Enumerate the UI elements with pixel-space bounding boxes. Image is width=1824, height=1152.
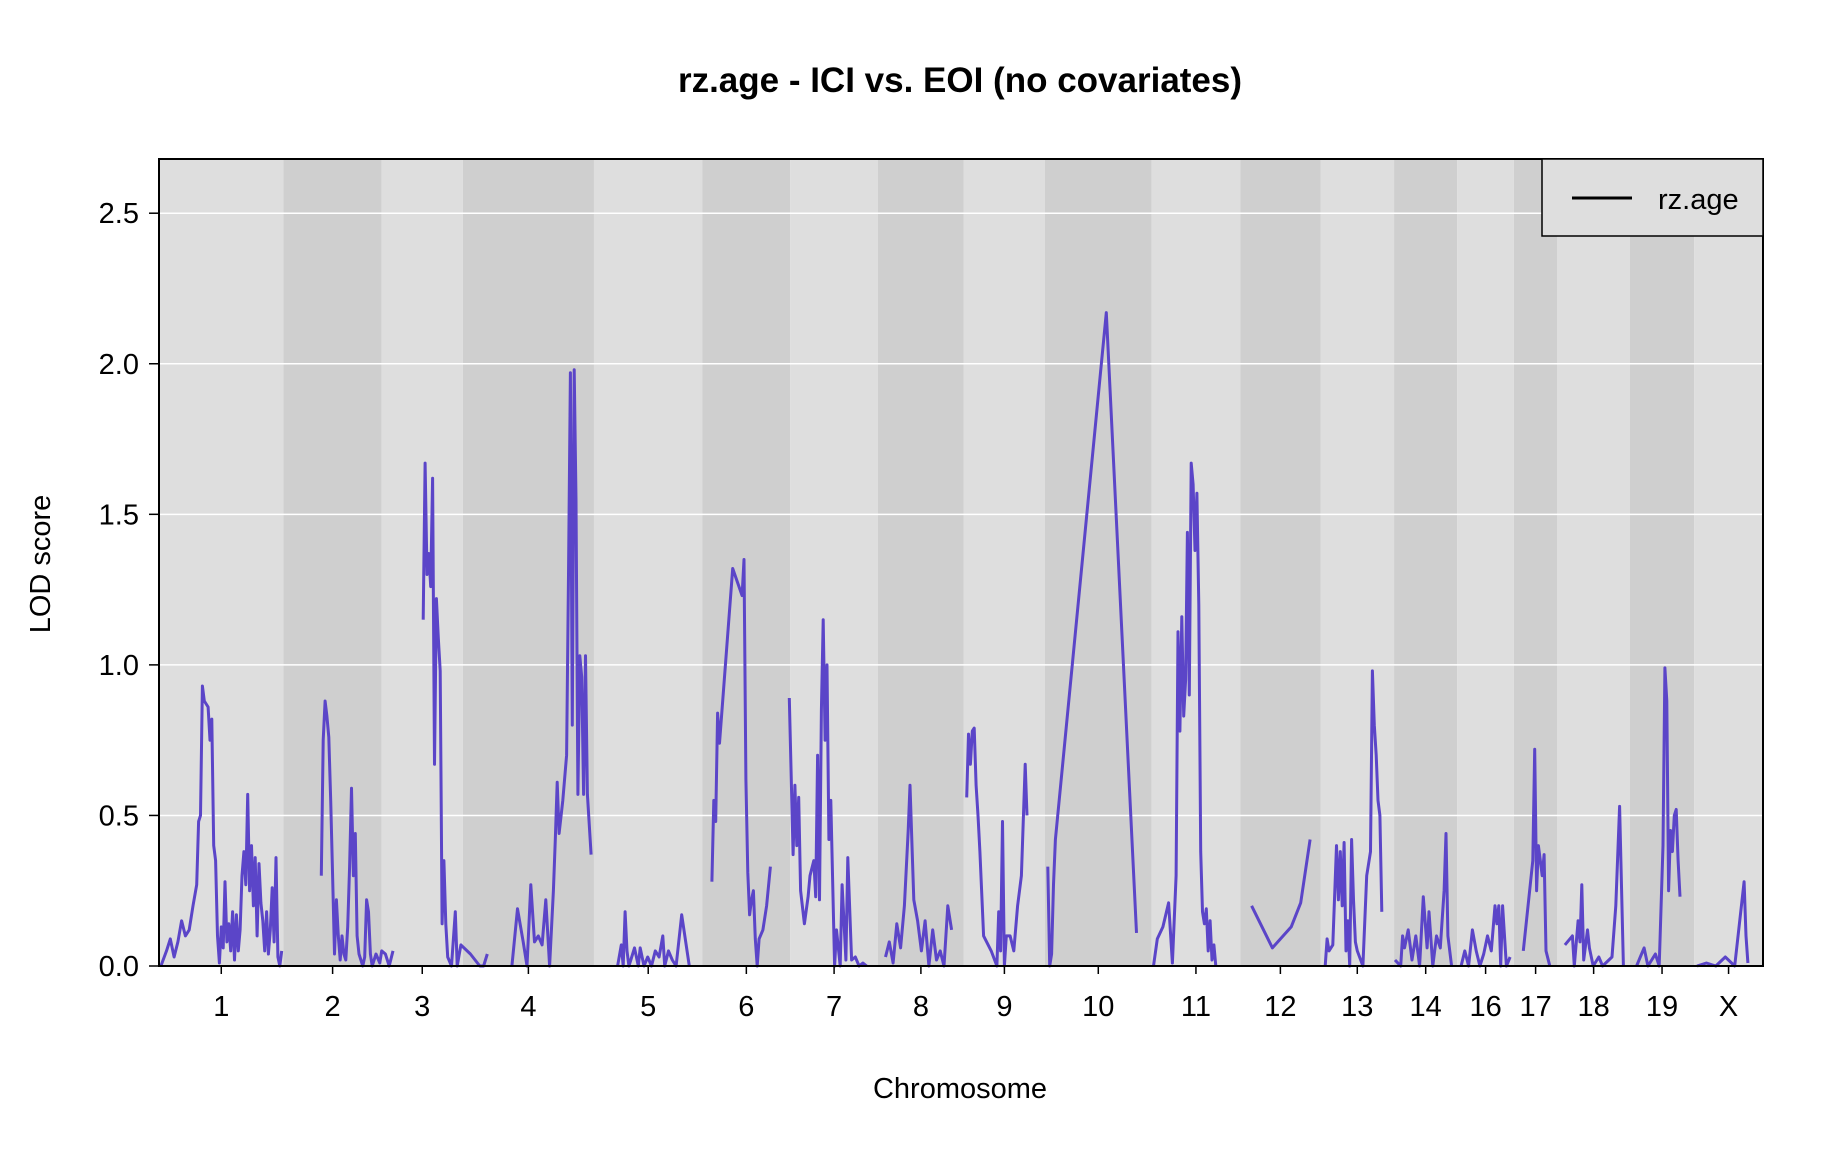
- x-axis-label: Chromosome: [873, 1073, 1047, 1105]
- lod-line-chr-2: [319, 699, 395, 968]
- legend: rz.age: [1541, 158, 1764, 237]
- y-tick-label: 2.0: [99, 349, 139, 381]
- y-axis-label: LOD score: [25, 495, 57, 634]
- lod-line-chr-9: [965, 726, 1029, 968]
- band-chr-8: [877, 159, 964, 966]
- lod-line-chr-7: [787, 618, 868, 968]
- lod-line-chr-12: [1250, 839, 1312, 950]
- y-tick-label: 0.0: [99, 951, 139, 983]
- x-tick-label-chr-19: 19: [1646, 991, 1678, 1023]
- x-tick-label-chr-X: X: [1719, 991, 1738, 1023]
- lod-line-chr-17: [1521, 747, 1552, 967]
- lod-line-chr-1: [159, 684, 284, 968]
- band-chr-10: [1044, 159, 1152, 966]
- lod-line-chr-16: [1459, 904, 1512, 968]
- x-tick-label-chr-9: 9: [996, 991, 1012, 1023]
- band-chr-9: [963, 159, 1045, 966]
- x-tick-label-chr-8: 8: [913, 991, 929, 1023]
- x-axis-ticks: 1 2 3 4 5 6 7 8 9 10 11 12 13 14 16 17 18 19 X: [213, 966, 1738, 1023]
- x-tick-label-chr-1: 1: [213, 991, 229, 1023]
- y-tick-label: 1.0: [99, 650, 139, 682]
- band-chr-1: [159, 159, 284, 966]
- y-tick-label: 1.5: [99, 499, 139, 531]
- y-tick-label: 0.5: [99, 800, 139, 832]
- band-chr-7: [790, 159, 878, 966]
- lod-line-chr-4: [510, 368, 593, 968]
- x-tick-label-chr-12: 12: [1264, 991, 1296, 1023]
- lod-line-chr-6: [710, 558, 772, 968]
- lod-line-chr-14: [1393, 832, 1454, 968]
- band-chr-12: [1240, 159, 1321, 966]
- band-chr-X: [1694, 159, 1763, 966]
- x-tick-label-chr-11: 11: [1181, 991, 1211, 1023]
- lod-line-chr-3: [421, 461, 489, 968]
- lod-line-chr-X: [1696, 880, 1750, 968]
- band-chr-14: [1394, 159, 1458, 966]
- lod-line-chr-8: [884, 783, 954, 968]
- x-tick-label-chr-14: 14: [1410, 991, 1442, 1023]
- lod-line-chr-19: [1635, 666, 1682, 968]
- x-tick-label-chr-10: 10: [1082, 991, 1114, 1023]
- lod-line-chr-5: [616, 910, 691, 968]
- x-tick-label-chr-18: 18: [1578, 991, 1610, 1023]
- y-tick-label: 2.5: [99, 198, 139, 230]
- band-chr-3: [381, 159, 463, 966]
- lod-line-chr-13: [1323, 669, 1384, 968]
- lod-line-chr-11: [1152, 461, 1218, 967]
- x-tick-label-chr-16: 16: [1469, 991, 1501, 1023]
- x-tick-label-chr-6: 6: [738, 991, 754, 1023]
- lod-line-chr-18: [1563, 804, 1625, 968]
- lod-curve: [159, 311, 1750, 968]
- plot-frame: [158, 158, 1764, 967]
- x-tick-label-chr-17: 17: [1519, 991, 1551, 1023]
- chromosome-bands: [159, 159, 1763, 966]
- legend-label: rz.age: [1658, 184, 1739, 216]
- x-tick-label-chr-13: 13: [1341, 991, 1373, 1023]
- y-axis-ticks: 0.0 0.5 1.0 1.5 2.0 2.5: [99, 198, 159, 983]
- x-tick-label-chr-7: 7: [826, 991, 842, 1023]
- x-tick-label-chr-3: 3: [414, 991, 430, 1023]
- x-tick-label-chr-5: 5: [640, 991, 656, 1023]
- x-tick-label-chr-4: 4: [520, 991, 536, 1023]
- x-tick-label-chr-2: 2: [325, 991, 341, 1023]
- chart-title: rz.age - ICI vs. EOI (no covariates): [678, 61, 1242, 100]
- band-chr-16: [1457, 159, 1514, 966]
- band-chr-5: [593, 159, 703, 966]
- band-chr-11: [1151, 159, 1241, 966]
- band-chr-13: [1320, 159, 1395, 966]
